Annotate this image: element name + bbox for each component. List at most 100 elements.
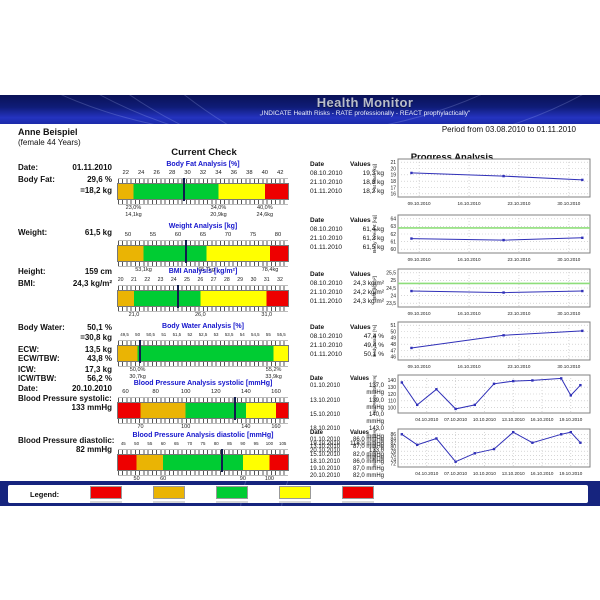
tick-label: 50: [134, 441, 140, 446]
table-cell-date: 01.11.2010: [310, 244, 343, 251]
x-tick-label: 23.10.2010: [507, 201, 530, 206]
tick-label: 24: [137, 170, 145, 176]
table-cell-value: 49,4 %: [363, 342, 384, 349]
column-header: Values: [350, 161, 371, 168]
legend-item: [216, 485, 249, 503]
table-header-row: Date Values: [310, 216, 384, 225]
table-row: 20.10.2010 82,0 mmHg: [310, 473, 384, 480]
tick-label: 75: [249, 232, 257, 238]
legend-panel: Legend:: [8, 485, 588, 503]
gauge-tick-strip: [118, 306, 288, 312]
field-value: 20.10.2010: [71, 384, 112, 393]
x-tick-label: 23.10.2010: [507, 257, 530, 262]
table-cell-date: 15.10.2010: [310, 451, 341, 458]
x-tick-label: 16.10.2010: [531, 417, 554, 422]
y-tick-label: 20: [390, 166, 396, 172]
field-label: ICW:: [18, 365, 37, 374]
progress-table: Date Values 01.10.2010 86,0 mmHg 13.10.2010 8…: [310, 430, 384, 480]
tick-label: 21: [131, 277, 137, 283]
x-tick-label: 10.10.2010: [473, 417, 496, 422]
gauge-title: Weight Analysis [kg]: [168, 223, 238, 230]
data-point: [400, 433, 404, 436]
progress-table: Date Values 08.10.2010 61,4 kg 21.10.2010 61,…: [310, 216, 384, 252]
x-tick-label: 07.10.2010: [444, 417, 467, 422]
table-cell-value: 61,5 kg: [362, 244, 384, 251]
gauge-boundary-label: 55,2% 33,9kg: [265, 367, 282, 380]
legend-color-swatch: [279, 485, 312, 499]
table-row: 19.10.2010 118,0 mmHg: [310, 441, 384, 448]
y-tick-label: 25: [390, 278, 396, 284]
gauge-value-marker: [220, 449, 223, 472]
table-cell-value: 82,0 mmHg: [352, 451, 384, 458]
gauge-value-marker: [183, 178, 186, 201]
table-cell-date: 01.11.2010: [310, 298, 343, 305]
field-row: Body Fat: 29,6 %: [18, 175, 112, 185]
y-tick-label: 84: [390, 436, 396, 442]
data-point: [400, 381, 404, 384]
tick-label: 90: [240, 441, 246, 446]
data-point: [502, 174, 505, 178]
field-row: Date: 20.10.2010: [18, 384, 112, 394]
y-tick-label: 100: [388, 405, 397, 411]
table-row: 21.10.2010 24,2 kg/m²: [310, 288, 384, 297]
gauge-color-band: [117, 454, 289, 471]
gauge-boundary-label: 21,0: [128, 312, 140, 318]
gauge-boundary-label: 23,0% 14,1kg: [125, 205, 142, 218]
data-point: [492, 447, 496, 451]
table-row: 01.11.2010 24,3 kg/m²: [310, 297, 384, 306]
table-cell-value: 143,0 mmHg: [366, 426, 384, 440]
x-tick-label: 16.10.2010: [458, 257, 481, 262]
y-tick-label: 120: [388, 392, 397, 398]
field-row: Blood Pressure diastolic:: [18, 436, 142, 446]
table-header-row: Date Values: [310, 270, 384, 279]
gauge-boundary-label: 53,1kg: [135, 267, 152, 273]
data-point: [473, 452, 476, 455]
y-tick-label: 64: [390, 217, 396, 223]
legend-item: [90, 485, 123, 503]
table-cell-date: 01.11.2010: [310, 188, 343, 195]
y-tick-label: 24,5: [386, 286, 396, 292]
gauge-tick-strip: [118, 340, 288, 346]
y-tick-label: 76: [390, 453, 396, 459]
field-label: Body Water:: [18, 323, 65, 332]
gauge-value-marker: [139, 340, 142, 363]
progress-chart-block: 140 130 120 110 100 04.10.2010 07.10.2010 10.10…: [368, 373, 594, 430]
table-row: 13.10.2010 87,0 mmHg: [310, 444, 384, 451]
data-point: [502, 291, 505, 294]
data-point: [569, 430, 572, 434]
legend-item-caption: [279, 500, 312, 503]
y-tick-label: 23,5: [386, 301, 396, 307]
table-cell-date: 18.10.2010: [310, 458, 341, 465]
table-cell-value: 140,0 mmHg: [366, 412, 384, 426]
patient-details: (female 44 Years): [18, 138, 81, 147]
tick-label: 65: [199, 232, 207, 238]
field-row: Body Water: 50,1 %: [18, 323, 112, 333]
gauge-boundary-label: 65,7kg: [198, 267, 215, 273]
tick-label: 49,5: [120, 332, 129, 337]
gauge-boundary-label: 90: [239, 476, 246, 482]
y-axis-label: Blood Pressure diastolic [mmHg]: [372, 429, 377, 467]
table-cell-value: 50,1 %: [363, 351, 384, 358]
gauge-title: Blood Pressure Analysis systolic [mmHg]: [133, 380, 273, 387]
field-label: ECW:: [18, 345, 40, 354]
tick-label: 28: [224, 277, 230, 283]
tick-label: 27: [210, 277, 217, 283]
data-point: [502, 238, 505, 242]
legend-item: [279, 485, 312, 503]
tick-label: 30: [184, 170, 191, 176]
progress-chart-block: 21 20 19 18 17 16 09.10.2010 16.10.2010 23.10.20…: [368, 157, 594, 214]
field-value: 133 mmHg: [71, 403, 112, 412]
table-cell-date: 13.10.2010: [310, 444, 341, 451]
table-cell-value: 24,2 kg/m²: [353, 289, 384, 296]
table-cell-date: 18.10.2010: [310, 426, 341, 433]
risk-gauge: Body Water Analysis [%] 49,5 50 50,5 51 51,5 5…: [117, 322, 289, 381]
x-tick-label: 30.10.2010: [557, 311, 580, 316]
field-label: ICW/TBW:: [18, 374, 57, 383]
tick-label: 55: [147, 441, 153, 446]
gauge-title: Body Water Analysis [%]: [162, 323, 244, 330]
tick-label: 140: [241, 389, 251, 395]
legend-swatches: [59, 485, 375, 503]
gauge-scale-numbers: 20 21 22 23 24 25 26 27 28 29 30 31 32: [118, 277, 288, 285]
